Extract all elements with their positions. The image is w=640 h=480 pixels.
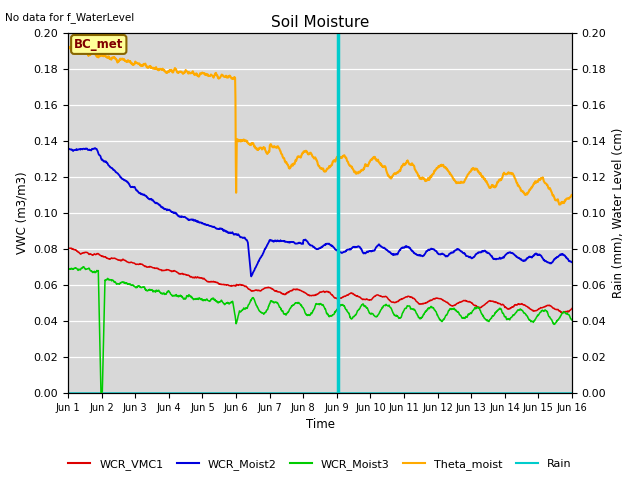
Y-axis label: Rain (mm), Water Level (cm): Rain (mm), Water Level (cm): [612, 128, 625, 298]
Text: No data for f_WaterLevel: No data for f_WaterLevel: [5, 12, 134, 23]
Y-axis label: VWC (m3/m3): VWC (m3/m3): [15, 171, 28, 254]
X-axis label: Time: Time: [305, 419, 335, 432]
Legend: WCR_VMC1, WCR_Moist2, WCR_Moist3, Theta_moist, Rain: WCR_VMC1, WCR_Moist2, WCR_Moist3, Theta_…: [63, 455, 577, 474]
Text: BC_met: BC_met: [74, 38, 124, 51]
Title: Soil Moisture: Soil Moisture: [271, 15, 369, 30]
